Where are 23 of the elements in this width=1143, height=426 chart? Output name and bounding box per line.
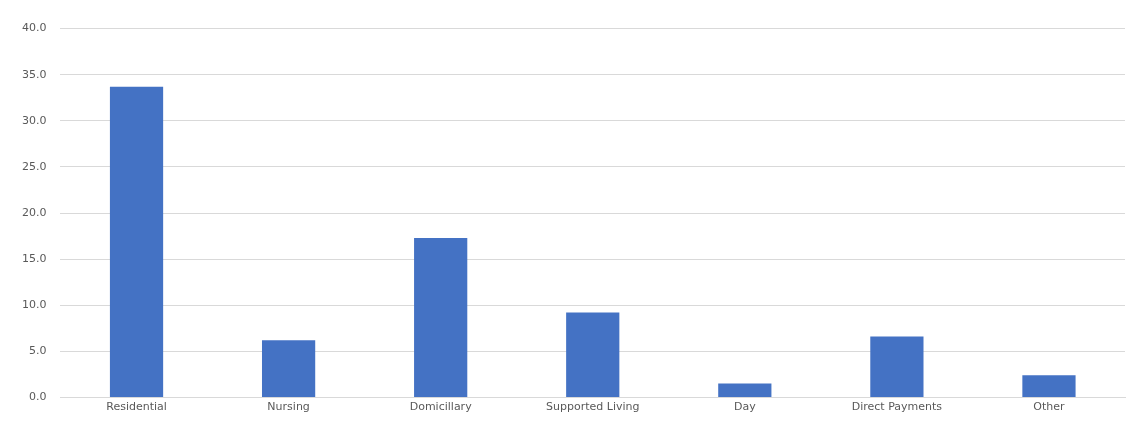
y-tick-label: 0.0 xyxy=(28,390,47,404)
bar xyxy=(718,383,772,397)
bar xyxy=(109,86,164,397)
x-tick-label: Domicillary xyxy=(409,399,473,413)
bar xyxy=(414,237,468,397)
x-tick-label: Day xyxy=(733,399,757,413)
y-tick-label: 25.0 xyxy=(21,159,47,173)
bar xyxy=(870,336,924,397)
x-tick-label: Residential xyxy=(106,399,167,413)
y-tick-label: 10.0 xyxy=(21,298,47,312)
y-tick-label: 5.0 xyxy=(28,344,47,358)
x-tick-label: Supported Living xyxy=(546,399,640,413)
y-tick-label: 15.0 xyxy=(21,251,47,265)
x-tick-label: Nursing xyxy=(267,399,310,413)
bar xyxy=(1022,375,1076,397)
y-tick-label: 40.0 xyxy=(21,21,47,35)
bar xyxy=(261,340,316,397)
y-tick-label: 30.0 xyxy=(21,113,47,127)
y-tick-label: 35.0 xyxy=(21,67,47,81)
y-tick-label: 20.0 xyxy=(21,205,47,219)
x-tick-label: Direct Payments xyxy=(851,399,943,413)
bar xyxy=(566,312,620,397)
x-tick-label: Other xyxy=(1033,399,1066,413)
